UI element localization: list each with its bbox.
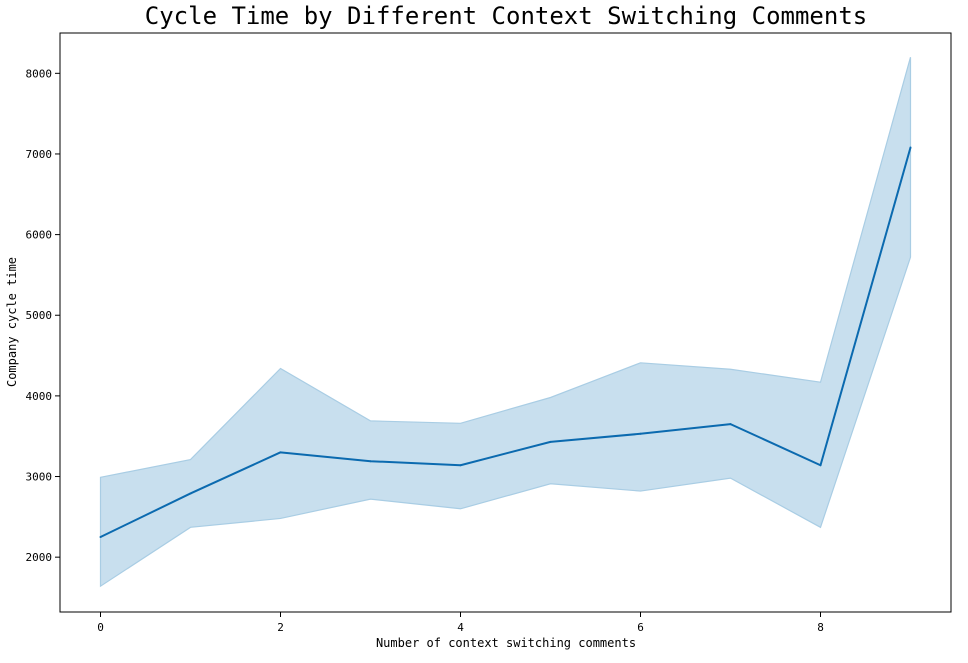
y-axis-label: Company cycle time xyxy=(5,257,19,387)
y-tick-label: 7000 xyxy=(26,148,53,161)
data-point xyxy=(909,146,912,149)
y-tick-label: 8000 xyxy=(26,67,53,80)
y-tick-label: 2000 xyxy=(26,551,53,564)
x-tick-label: 8 xyxy=(817,621,824,634)
x-axis-label: Number of context switching comments xyxy=(376,636,636,650)
data-point xyxy=(369,460,372,463)
data-point xyxy=(99,536,102,539)
y-tick-label: 3000 xyxy=(26,471,53,484)
plot-area xyxy=(99,57,912,588)
data-point xyxy=(819,464,822,467)
data-point xyxy=(729,423,732,426)
data-point xyxy=(189,492,192,495)
y-tick-label: 5000 xyxy=(26,309,53,322)
y-axis: 2000 3000 4000 5000 6000 7000 8000 xyxy=(26,67,60,564)
x-axis: 0 2 4 6 8 xyxy=(97,612,824,634)
series-line xyxy=(100,147,912,538)
x-tick-label: 6 xyxy=(637,621,644,634)
y-tick-label: 4000 xyxy=(26,390,53,403)
data-point xyxy=(549,440,552,443)
x-tick-label: 0 xyxy=(97,621,104,634)
data-point xyxy=(639,432,642,435)
plot-frame xyxy=(59,32,952,613)
confidence-band xyxy=(99,57,912,588)
chart-title: Cycle Time by Different Context Switchin… xyxy=(145,2,867,30)
x-tick-label: 2 xyxy=(277,621,284,634)
x-tick-label: 4 xyxy=(457,621,464,634)
data-point xyxy=(279,451,282,454)
data-point xyxy=(459,464,462,467)
y-tick-label: 6000 xyxy=(26,229,53,242)
